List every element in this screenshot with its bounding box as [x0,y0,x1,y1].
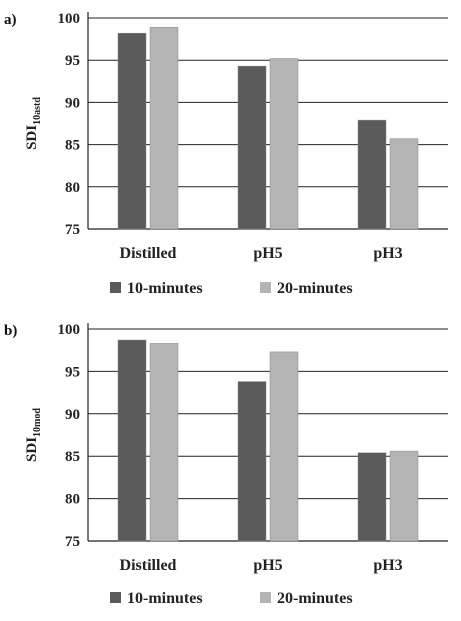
y-tick-label: 100 [58,322,81,338]
y-tick-label: 90 [65,95,80,111]
panel-label: b) [4,323,17,339]
chart-panel-2: b) 75 80 85 90 95 100 SDI10mod Distilled pH5 pH3 10… [4,322,448,607]
y-axis-label-subscript: 10astd [32,97,43,125]
y-tick-label: 95 [65,53,80,69]
bar-20-minutes-Distilled [149,27,179,230]
panel-label: a) [4,12,17,28]
y-tick-label: 85 [65,449,80,465]
bar-10-minutes-Distilled [117,339,147,542]
x-category-label: pH3 [373,245,402,262]
x-category-label: pH3 [373,557,402,574]
x-category-label: pH5 [253,557,282,574]
legend-label: 10-minutes [127,590,203,607]
y-tick-label: 80 [65,492,80,508]
bar-10-minutes-pH3 [357,119,387,230]
bar-10-minutes-Distilled [117,32,147,230]
y-axis-label-main: SDI [24,125,40,150]
legend-swatch [260,592,271,603]
bar-20-minutes-pH3 [389,450,419,542]
y-axis-label: SDI10astd [24,97,43,150]
legend-label: 20-minutes [277,280,353,297]
y-axis-label-subscript: 10mod [32,408,43,437]
x-category-label: pH5 [253,245,282,262]
y-tick-label: 75 [65,534,80,550]
legend-swatch [260,282,271,293]
bar-10-minutes-pH5 [237,65,267,230]
legend-label: 20-minutes [277,590,353,607]
legend: 10-minutes 20-minutes [110,590,353,607]
legend-swatch [110,282,121,293]
bar-20-minutes-pH3 [389,138,419,230]
y-axis-label: SDI10mod [24,408,43,462]
y-tick-label: 95 [65,364,80,380]
bar-10-minutes-pH3 [357,452,387,542]
x-category-label: Distilled [120,557,177,574]
x-category-label: Distilled [120,245,177,262]
y-tick-label: 90 [65,407,80,423]
y-tick-label: 75 [65,222,80,238]
bar-20-minutes-pH5 [269,351,299,542]
bar-20-minutes-pH5 [269,58,299,230]
bar-10-minutes-pH5 [237,381,267,542]
y-tick-label: 80 [65,180,80,196]
chart-panel-1: a) 75 80 85 90 95 100 SDI10astd Distilled pH5 pH3 1… [4,11,448,297]
bar-20-minutes-Distilled [149,343,179,542]
y-axis-label-main: SDI [24,437,40,462]
legend: 10-minutes 20-minutes [110,280,353,297]
y-tick-label: 100 [58,11,81,27]
legend-swatch [110,592,121,603]
legend-label: 10-minutes [127,280,203,297]
y-tick-label: 85 [65,138,80,154]
